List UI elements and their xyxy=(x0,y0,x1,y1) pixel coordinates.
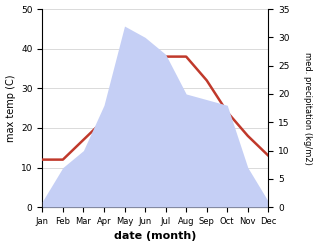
Y-axis label: max temp (C): max temp (C) xyxy=(5,74,16,142)
Y-axis label: med. precipitation (kg/m2): med. precipitation (kg/m2) xyxy=(303,52,313,165)
X-axis label: date (month): date (month) xyxy=(114,231,197,242)
